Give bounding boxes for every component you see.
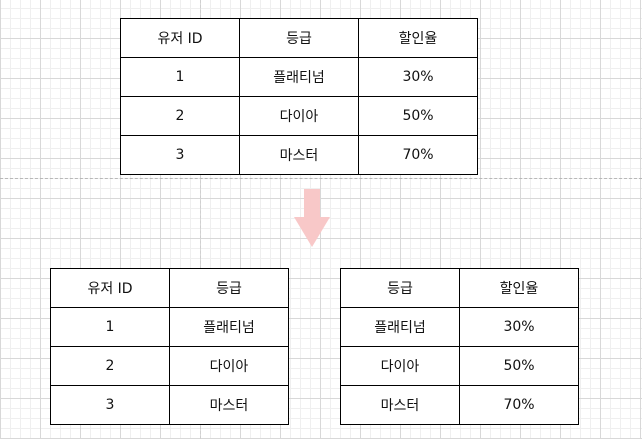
table-header-row: 유저 ID 등급 할인율: [120, 18, 478, 58]
table-cell: 50%: [358, 96, 478, 136]
table-header-row: 등급 할인율: [340, 268, 579, 308]
table-cell: 50%: [459, 346, 579, 386]
table-cell: 마스터: [169, 385, 289, 425]
table-row: 2 다이아: [50, 346, 289, 386]
table-cell: 3: [50, 385, 170, 425]
table-cell: 마스터: [239, 135, 359, 175]
table-cell: 다이아: [340, 346, 460, 386]
table-cell: 플래티넘: [239, 57, 359, 97]
table-cell: 2: [120, 96, 240, 136]
down-arrow-icon: [294, 189, 330, 247]
header-cell-discount: 할인율: [459, 268, 579, 308]
down-arrow-shape: [294, 189, 330, 247]
table-row: 3 마스터: [50, 385, 289, 425]
table-row: 1 플래티넘: [50, 307, 289, 347]
table-cell: 다이아: [239, 96, 359, 136]
header-cell-grade: 등급: [169, 268, 289, 308]
table-row: 다이아 50%: [340, 346, 579, 386]
users-table: 유저 ID 등급 1 플래티넘 2 다이아 3 마스터: [50, 268, 289, 425]
header-cell-user-id: 유저 ID: [50, 268, 170, 308]
header-cell-grade: 등급: [340, 268, 460, 308]
dashed-guide-horizontal: [0, 178, 642, 179]
table-row: 플래티넘 30%: [340, 307, 579, 347]
header-cell-grade: 등급: [239, 18, 359, 58]
table-cell: 3: [120, 135, 240, 175]
table-row: 3 마스터 70%: [120, 135, 478, 175]
table-cell: 70%: [358, 135, 478, 175]
table-header-row: 유저 ID 등급: [50, 268, 289, 308]
table-cell: 다이아: [169, 346, 289, 386]
table-cell: 1: [120, 57, 240, 97]
header-cell-user-id: 유저 ID: [120, 18, 240, 58]
table-cell: 1: [50, 307, 170, 347]
table-cell: 70%: [459, 385, 579, 425]
original-table: 유저 ID 등급 할인율 1 플래티넘 30% 2 다이아 50% 3 마스터 …: [120, 18, 478, 175]
table-cell: 30%: [459, 307, 579, 347]
grades-table: 등급 할인율 플래티넘 30% 다이아 50% 마스터 70%: [340, 268, 579, 425]
header-cell-discount: 할인율: [358, 18, 478, 58]
table-cell: 플래티넘: [340, 307, 460, 347]
table-cell: 2: [50, 346, 170, 386]
table-row: 1 플래티넘 30%: [120, 57, 478, 97]
table-row: 마스터 70%: [340, 385, 579, 425]
table-cell: 플래티넘: [169, 307, 289, 347]
dashed-guide-vertical: [200, 0, 201, 439]
table-cell: 30%: [358, 57, 478, 97]
table-row: 2 다이아 50%: [120, 96, 478, 136]
table-cell: 마스터: [340, 385, 460, 425]
